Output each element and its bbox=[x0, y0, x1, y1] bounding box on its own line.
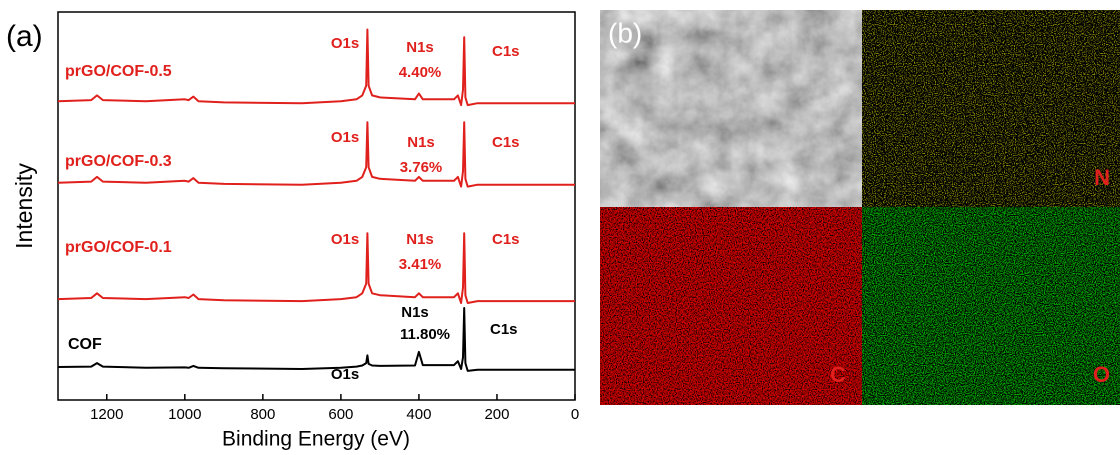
panel-b: (b) N C O bbox=[600, 10, 1120, 405]
peak-label: C1s bbox=[492, 134, 520, 151]
figure: (a) Binding Energy (eV) Intensity (b) N … bbox=[0, 0, 1120, 455]
o-map bbox=[862, 207, 1120, 405]
x-axis-label: Binding Energy (eV) bbox=[222, 428, 410, 451]
peak-label: N1s bbox=[406, 39, 434, 56]
panel-label: (a) bbox=[6, 20, 43, 53]
map-label: O bbox=[1093, 362, 1110, 387]
map-label: N bbox=[1094, 165, 1110, 190]
peak-label: N1s bbox=[406, 231, 434, 248]
peak-label: 11.80% bbox=[400, 326, 450, 343]
x-tick-label: 400 bbox=[406, 406, 431, 423]
peak-label: N1s bbox=[401, 304, 429, 321]
legend-label: COF bbox=[68, 336, 102, 353]
legend-label: prGO/COF-0.5 bbox=[65, 63, 172, 80]
c-map bbox=[600, 207, 862, 405]
peak-label: 3.41% bbox=[399, 256, 442, 273]
legend-label: prGO/COF-0.1 bbox=[65, 239, 172, 256]
x-tick-label: 1200 bbox=[90, 406, 123, 423]
x-tick-label: 600 bbox=[328, 406, 353, 423]
x-tick-label: 200 bbox=[484, 406, 509, 423]
panel-label: (b) bbox=[608, 17, 642, 48]
x-tick-label: 0 bbox=[571, 406, 579, 423]
n-map bbox=[862, 10, 1120, 207]
page: (a) Binding Energy (eV) Intensity (b) N … bbox=[0, 0, 1120, 455]
map-label: C bbox=[830, 362, 846, 387]
peak-label: 4.40% bbox=[399, 64, 442, 81]
peak-label: C1s bbox=[492, 231, 520, 248]
y-axis-label: Intensity bbox=[11, 163, 37, 249]
peak-label: O1s bbox=[331, 366, 359, 383]
peak-label: O1s bbox=[331, 129, 359, 146]
peak-label: 3.76% bbox=[400, 159, 443, 176]
x-tick-label: 800 bbox=[250, 406, 275, 423]
x-tick-label: 1000 bbox=[168, 406, 201, 423]
peak-label: O1s bbox=[331, 231, 359, 248]
peak-label: N1s bbox=[407, 134, 435, 151]
peak-label: O1s bbox=[331, 35, 359, 52]
peak-label: C1s bbox=[492, 43, 520, 60]
spectrum-line bbox=[58, 308, 575, 371]
peak-label: C1s bbox=[490, 321, 518, 338]
legend-label: prGO/COF-0.3 bbox=[65, 153, 172, 170]
